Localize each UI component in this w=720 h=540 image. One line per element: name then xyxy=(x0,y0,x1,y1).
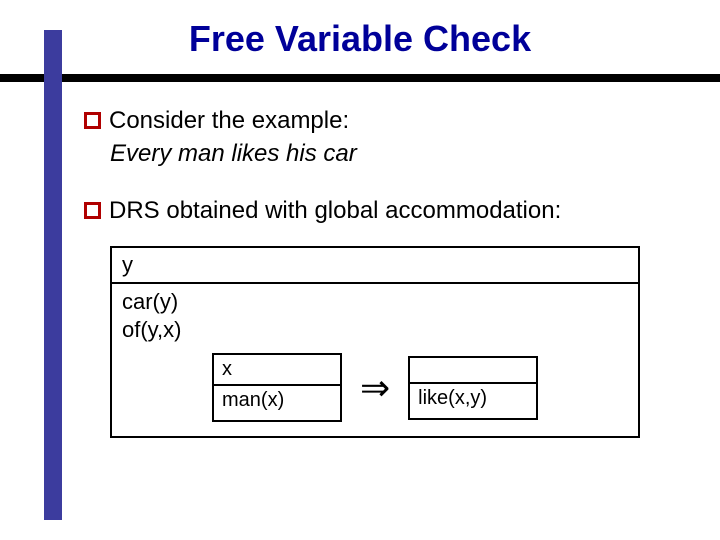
drs-right-universe xyxy=(410,358,536,384)
drs-left-universe: x xyxy=(214,355,340,386)
bullet-1: Consider the example: xyxy=(84,106,680,136)
drs-outer-box: y car(y) of(y,x) x man(x) ⇒ like(x,y) xyxy=(110,246,640,438)
bullet-square-icon xyxy=(84,202,101,219)
drs-outer-universe: y xyxy=(112,248,638,284)
drs-right-box: like(x,y) xyxy=(408,356,538,420)
bullet-2-text: DRS obtained with global accommodation: xyxy=(109,196,561,226)
accent-bar xyxy=(44,30,62,520)
implication-arrow-icon: ⇒ xyxy=(360,367,390,409)
bullet-1-text: Consider the example: xyxy=(109,106,349,136)
drs-left-condition: man(x) xyxy=(214,386,340,420)
bullet-square-icon xyxy=(84,112,101,129)
title-divider xyxy=(0,74,720,84)
slide-title: Free Variable Check xyxy=(0,0,720,74)
drs-implication-row: x man(x) ⇒ like(x,y) xyxy=(122,353,628,422)
example-sentence: Every man likes his car xyxy=(84,140,680,168)
bullet-2: DRS obtained with global accommodation: xyxy=(84,196,680,226)
drs-left-box: x man(x) xyxy=(212,353,342,422)
drs-outer-cond-2: of(y,x) xyxy=(122,316,628,344)
drs-outer-body: car(y) of(y,x) x man(x) ⇒ like(x,y) xyxy=(112,284,638,436)
drs-outer-cond-1: car(y) xyxy=(122,288,628,316)
drs-right-condition: like(x,y) xyxy=(410,384,536,418)
slide-content: Consider the example: Every man likes hi… xyxy=(0,106,720,438)
